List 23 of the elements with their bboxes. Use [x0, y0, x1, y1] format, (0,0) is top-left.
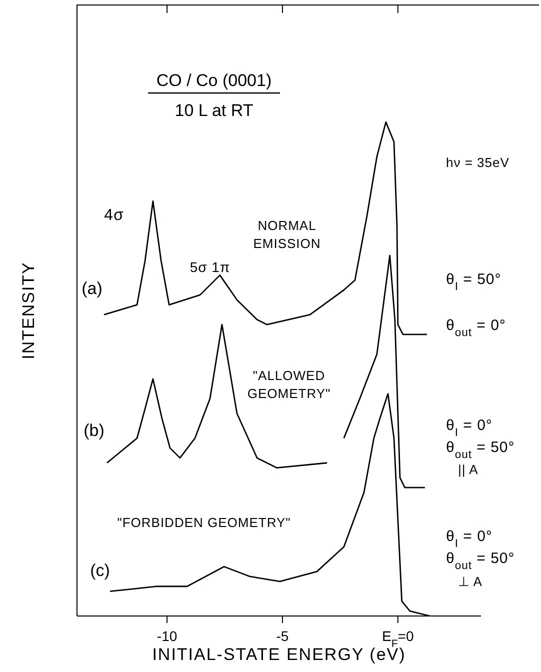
annotation: || A [458, 462, 478, 477]
series-label: (c) [90, 561, 110, 580]
annotation: 5σ 1π [190, 259, 230, 275]
series-label: (b) [84, 421, 104, 440]
annotation: θ$_{out}$ = 50° [446, 439, 515, 461]
chart-title: CO / Co (0001) [156, 71, 272, 90]
annotation: ⊥ A [458, 574, 482, 589]
x-tick-label: -5 [276, 628, 289, 644]
annotation: 4σ [104, 207, 124, 224]
x-tick-label: -10 [156, 628, 178, 644]
annotation: θ$_{out}$ = 0° [446, 317, 506, 339]
chart-subtitle: 10 L at RT [174, 101, 254, 120]
annotation: θ$_{I}$ = 50° [446, 271, 502, 293]
x-axis-title: INITIAL-STATE ENERGY (eV) [152, 645, 406, 664]
annotation: NORMAL EMISSION [253, 218, 321, 252]
annotation: "FORBIDDEN GEOMETRY" [117, 515, 291, 530]
annotation: θ$_{out}$ = 50° [446, 550, 515, 572]
annotation: θ$_{I}$ = 0° [446, 528, 492, 550]
annotation: θ$_{I}$ = 0° [446, 417, 492, 439]
y-axis-title: INTENSITY [19, 262, 38, 360]
series-label: (a) [82, 279, 102, 298]
annotation: "ALLOWED GEOMETRY" [247, 368, 331, 402]
annotation: hν = 35eV [446, 155, 510, 170]
